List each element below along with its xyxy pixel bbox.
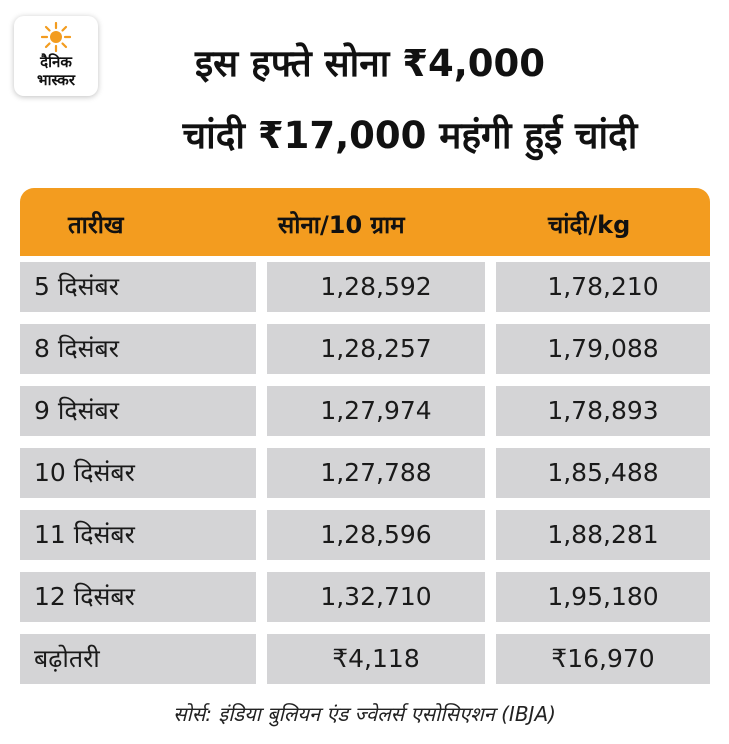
- headline-line-1: इस हफ्ते सोना ₹4,000: [195, 42, 545, 85]
- sun-icon: [41, 22, 71, 52]
- increase-label-cell: बढ़ोतरी: [20, 634, 256, 684]
- table-row: 8 दिसंबर 1,28,257 1,79,088: [20, 318, 710, 380]
- silver-price-cell: 1,78,210: [496, 262, 710, 312]
- table-row-increase: बढ़ोतरी ₹4,118 ₹16,970: [20, 628, 710, 690]
- logo-line-1: दैनिक: [40, 53, 72, 71]
- header-date: तारीख: [68, 211, 124, 239]
- table-row: 11 दिसंबर 1,28,596 1,88,281: [20, 504, 710, 566]
- header-gold: सोना/10 ग्राम: [278, 211, 405, 239]
- source-note: सोर्स: इंडिया बुलियन एंड ज्वेलर्स एसोसिए…: [173, 702, 556, 726]
- gold-price-cell: 1,28,257: [267, 324, 485, 374]
- date-cell: 12 दिसंबर: [20, 572, 256, 622]
- silver-increase-cell: ₹16,970: [496, 634, 710, 684]
- gold-price-cell: 1,28,596: [267, 510, 485, 560]
- gold-price-cell: 1,28,592: [267, 262, 485, 312]
- header-silver: चांदी/kg: [548, 211, 631, 239]
- date-cell: 9 दिसंबर: [20, 386, 256, 436]
- date-cell: 10 दिसंबर: [20, 448, 256, 498]
- gold-price-cell: 1,27,974: [267, 386, 485, 436]
- silver-price-cell: 1,78,893: [496, 386, 710, 436]
- table-header: तारीख सोना/10 ग्राम चांदी/kg: [20, 188, 710, 256]
- date-cell: 5 दिसंबर: [20, 262, 256, 312]
- gold-price-cell: 1,27,788: [267, 448, 485, 498]
- table-row: 10 दिसंबर 1,27,788 1,85,488: [20, 442, 710, 504]
- silver-price-cell: 1,88,281: [496, 510, 710, 560]
- table-row: 5 दिसंबर 1,28,592 1,78,210: [20, 256, 710, 318]
- dainik-bhaskar-logo: दैनिक भास्कर: [14, 16, 98, 96]
- date-cell: 11 दिसंबर: [20, 510, 256, 560]
- logo-line-2: भास्कर: [37, 71, 75, 89]
- gold-increase-cell: ₹4,118: [267, 634, 485, 684]
- silver-price-cell: 1,95,180: [496, 572, 710, 622]
- silver-price-cell: 1,79,088: [496, 324, 710, 374]
- price-table: तारीख सोना/10 ग्राम चांदी/kg 5 दिसंबर 1,…: [20, 188, 710, 690]
- silver-price-cell: 1,85,488: [496, 448, 710, 498]
- date-cell: 8 दिसंबर: [20, 324, 256, 374]
- table-row: 12 दिसंबर 1,32,710 1,95,180: [20, 566, 710, 628]
- headline-line-2: चांदी ₹17,000 महंगी हुई चांदी: [182, 114, 638, 157]
- table-row: 9 दिसंबर 1,27,974 1,78,893: [20, 380, 710, 442]
- gold-price-cell: 1,32,710: [267, 572, 485, 622]
